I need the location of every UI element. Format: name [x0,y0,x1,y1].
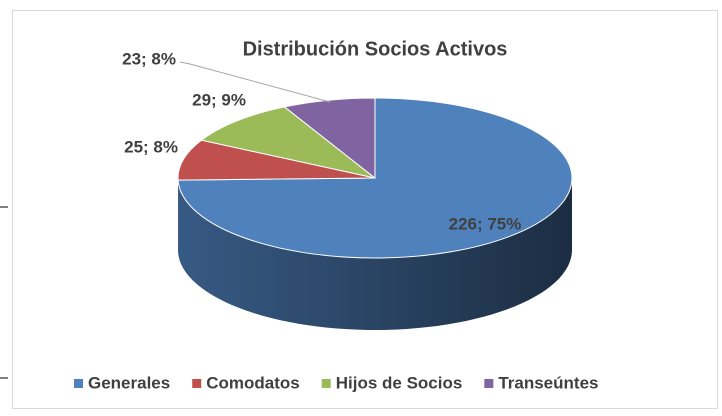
slice [177,97,573,259]
legend-label: Transeúntes [498,373,598,392]
slice-side [178,178,573,330]
legend-label: Generales [88,373,170,392]
slice [200,106,376,179]
legend-swatch [321,379,331,388]
legend-swatch [192,379,202,388]
slice [283,97,376,180]
slice [177,139,376,181]
data-label: 29; 9% [192,90,246,109]
legend-label: Hijos de Socios [336,373,463,392]
legend-swatch [74,379,83,388]
legend-swatch [484,379,494,388]
leader-line [179,61,331,103]
legend-label: Comodatos [206,373,300,392]
data-label: 25; 8% [124,137,178,156]
data-label: 226; 75% [449,214,522,233]
data-label: 23; 8% [122,49,176,68]
chart-title: Distribución Socios Activos [243,38,508,60]
